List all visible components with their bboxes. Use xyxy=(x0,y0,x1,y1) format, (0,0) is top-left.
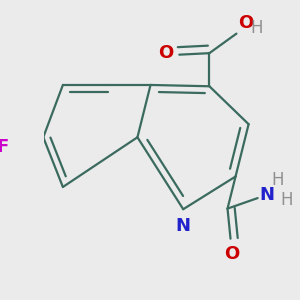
Text: N: N xyxy=(175,218,190,236)
Text: H: H xyxy=(250,19,262,37)
Text: O: O xyxy=(238,14,253,32)
Text: H: H xyxy=(280,190,293,208)
Text: N: N xyxy=(259,186,274,204)
Text: O: O xyxy=(158,44,173,62)
Text: H: H xyxy=(271,171,283,189)
Text: F: F xyxy=(0,138,9,156)
Text: O: O xyxy=(224,245,240,263)
